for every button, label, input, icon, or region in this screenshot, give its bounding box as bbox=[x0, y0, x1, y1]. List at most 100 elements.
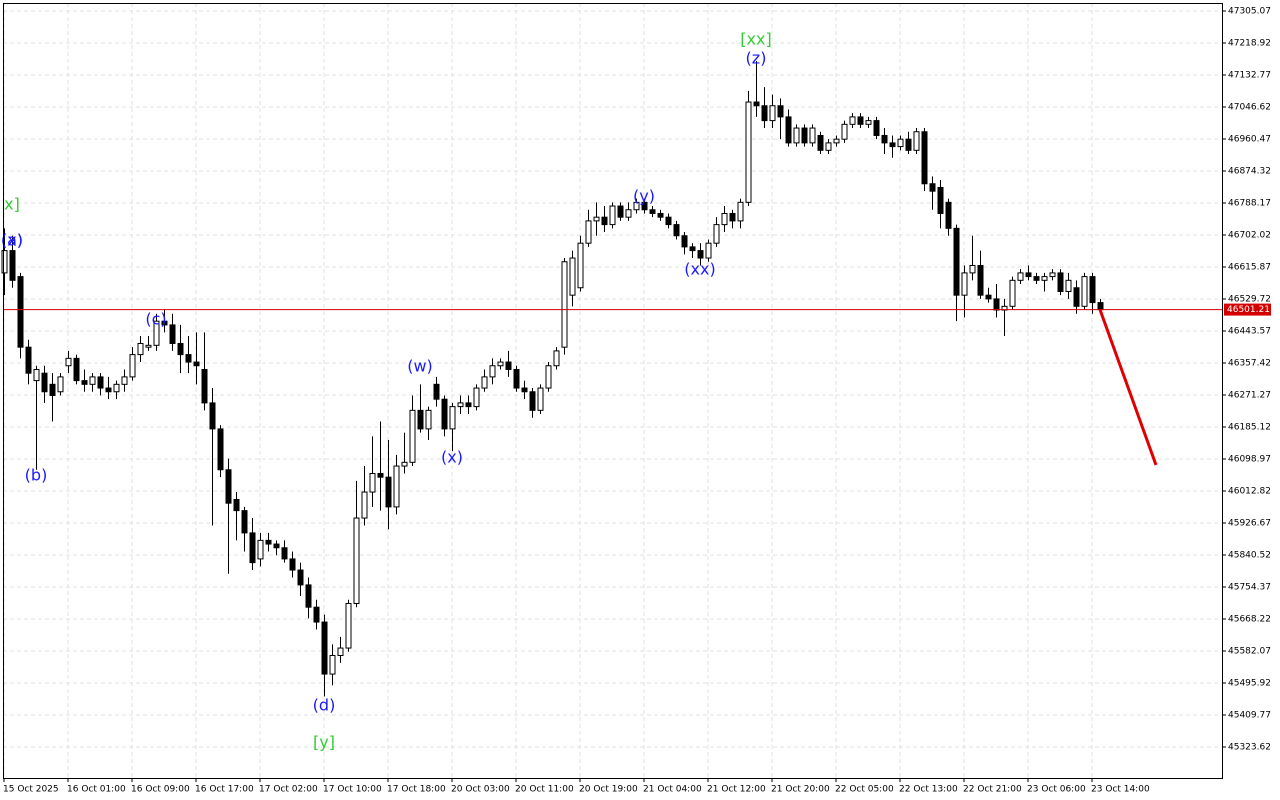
y-tick-label: 45668.22 bbox=[1228, 614, 1271, 624]
forecast-line bbox=[1098, 309, 1158, 466]
y-tick-label: 45840.52 bbox=[1228, 550, 1271, 560]
candle-body bbox=[913, 131, 920, 151]
x-tick-label: 22 Oct 05:00 bbox=[835, 785, 894, 795]
y-tick-label: 47218.92 bbox=[1228, 39, 1271, 49]
wave-label: (c) bbox=[145, 310, 166, 329]
candle-body bbox=[489, 365, 496, 378]
wave-label: (w) bbox=[407, 356, 433, 375]
y-tick-label: 45582.07 bbox=[1228, 646, 1271, 656]
candle-body bbox=[521, 387, 528, 393]
y-tick-label: 46702.02 bbox=[1228, 230, 1271, 240]
plot-frame bbox=[3, 3, 1223, 779]
y-tick-label: 46960.47 bbox=[1228, 134, 1271, 144]
candle-body bbox=[345, 602, 352, 649]
x-tick-label: 23 Oct 14:00 bbox=[1091, 785, 1150, 795]
candle-body bbox=[25, 346, 32, 374]
candle-body bbox=[665, 216, 672, 226]
candle-body bbox=[737, 201, 744, 222]
candle-body bbox=[425, 409, 432, 430]
candle-body bbox=[129, 354, 136, 378]
candle-body bbox=[1097, 302, 1104, 311]
candle-body bbox=[617, 205, 624, 218]
wave-label: (z) bbox=[746, 48, 767, 67]
candle-body bbox=[745, 101, 752, 203]
candle-body bbox=[209, 402, 216, 430]
candle-body bbox=[545, 365, 552, 389]
candle-body bbox=[401, 461, 408, 467]
candle-body bbox=[977, 264, 984, 296]
candle-body bbox=[585, 220, 592, 244]
y-tick-label: 46012.82 bbox=[1228, 486, 1271, 496]
candle-body bbox=[1017, 272, 1024, 281]
wave-label: (x) bbox=[441, 447, 463, 466]
candle-body bbox=[9, 250, 16, 281]
y-tick-label: 46271.27 bbox=[1228, 390, 1271, 400]
candle-body bbox=[553, 350, 560, 367]
candle-body bbox=[473, 387, 480, 408]
candle-body bbox=[873, 120, 880, 136]
x-tick-label: 17 Oct 10:00 bbox=[323, 785, 382, 795]
candle-body bbox=[201, 368, 208, 404]
candle-body bbox=[281, 547, 288, 560]
current-price-box bbox=[1224, 303, 1271, 316]
candle-body bbox=[1057, 272, 1064, 292]
candle-body bbox=[329, 654, 336, 675]
candle-body bbox=[985, 294, 992, 300]
candle-body bbox=[625, 209, 632, 218]
candle-body bbox=[169, 324, 176, 344]
candle-body bbox=[505, 361, 512, 370]
candle-body bbox=[497, 361, 504, 367]
wave-label: (a) bbox=[1, 230, 23, 249]
candle-body bbox=[681, 235, 688, 248]
candle-body bbox=[1081, 276, 1088, 307]
candle-body bbox=[537, 387, 544, 411]
y-tick-label: 47046.62 bbox=[1228, 103, 1271, 113]
candle-body bbox=[249, 532, 256, 564]
candle-body bbox=[73, 357, 80, 382]
wave-label: (d) bbox=[313, 695, 336, 714]
candle-body bbox=[513, 368, 520, 389]
candle-body bbox=[321, 621, 328, 675]
candle-body bbox=[449, 406, 456, 430]
candle-body bbox=[193, 361, 200, 367]
candle-body bbox=[417, 409, 424, 430]
candle-body bbox=[593, 216, 600, 222]
candle-body bbox=[1049, 272, 1056, 278]
candle-body bbox=[785, 116, 792, 144]
candle-body bbox=[793, 127, 800, 144]
candle-body bbox=[961, 272, 968, 296]
candle-body bbox=[657, 212, 664, 218]
y-tick-label: 46529.72 bbox=[1228, 294, 1271, 304]
candle-body bbox=[713, 224, 720, 244]
candle-body bbox=[945, 201, 952, 229]
x-tick-label: 20 Oct 19:00 bbox=[579, 785, 638, 795]
candle-body bbox=[649, 209, 656, 214]
candle-body bbox=[689, 246, 696, 252]
candle-body bbox=[801, 127, 808, 144]
y-tick-label: 47305.07 bbox=[1228, 7, 1271, 17]
wave-label: (x) bbox=[1, 230, 23, 249]
candle-body bbox=[1089, 276, 1096, 304]
candle-body bbox=[601, 216, 608, 226]
x-tick-label: 20 Oct 03:00 bbox=[451, 785, 510, 795]
candle-body bbox=[769, 105, 776, 122]
candle-body bbox=[1033, 276, 1040, 281]
candle-body bbox=[81, 380, 88, 385]
candle-body bbox=[1065, 279, 1072, 292]
candle-body bbox=[1041, 276, 1048, 281]
y-tick-label: 46615.87 bbox=[1228, 262, 1271, 272]
x-tick-label: 23 Oct 06:00 bbox=[1027, 785, 1086, 795]
wave-label: x] bbox=[4, 194, 20, 213]
candle-body bbox=[241, 510, 248, 534]
candle-body bbox=[857, 116, 864, 125]
candle-body bbox=[177, 342, 184, 356]
x-tick-label: 16 Oct 09:00 bbox=[131, 785, 190, 795]
candle-body bbox=[481, 376, 488, 389]
candle-body bbox=[393, 465, 400, 508]
candle-body bbox=[889, 142, 896, 148]
y-tick-label: 45409.77 bbox=[1228, 710, 1271, 720]
candle-body bbox=[297, 569, 304, 586]
candle-body bbox=[233, 498, 240, 512]
